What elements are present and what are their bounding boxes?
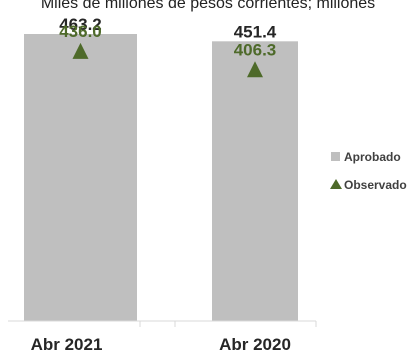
marker-value-label-observado-abr-2021: 436.0 bbox=[59, 22, 102, 41]
bar-value-label-aprobado-abr-2020: 451.4 bbox=[234, 22, 277, 41]
bar-aprobado-abr-2020 bbox=[212, 41, 298, 322]
legend-swatch-aprobado bbox=[331, 152, 340, 161]
marker-observado-abr-2021 bbox=[72, 42, 89, 59]
bars-layer bbox=[24, 34, 298, 322]
legend-triangle-icon bbox=[330, 179, 342, 189]
x-tick-label-abr-2020: Abr 2020 bbox=[219, 335, 291, 354]
chart-subtitle: Miles de millones de pesos corrientes; m… bbox=[41, 0, 375, 12]
x-tick-labels: Abr 2021 Abr 2020 bbox=[31, 335, 291, 354]
legend: Aprobado Observado bbox=[330, 150, 407, 192]
legend-label-aprobado: Aprobado bbox=[344, 150, 401, 164]
bar-value-label-aprobado-abr-2021: 463.2 bbox=[59, 15, 102, 34]
markers-layer bbox=[72, 42, 263, 78]
marker-value-label-observado-abr-2020: 406.3 bbox=[234, 40, 277, 59]
marker-observado-abr-2020 bbox=[247, 61, 263, 78]
bar-aprobado-abr-2021 bbox=[24, 34, 137, 321]
x-tick-label-abr-2021: Abr 2021 bbox=[31, 335, 103, 354]
x-axis bbox=[8, 320, 317, 327]
legend-label-observado: Observado bbox=[344, 178, 407, 192]
